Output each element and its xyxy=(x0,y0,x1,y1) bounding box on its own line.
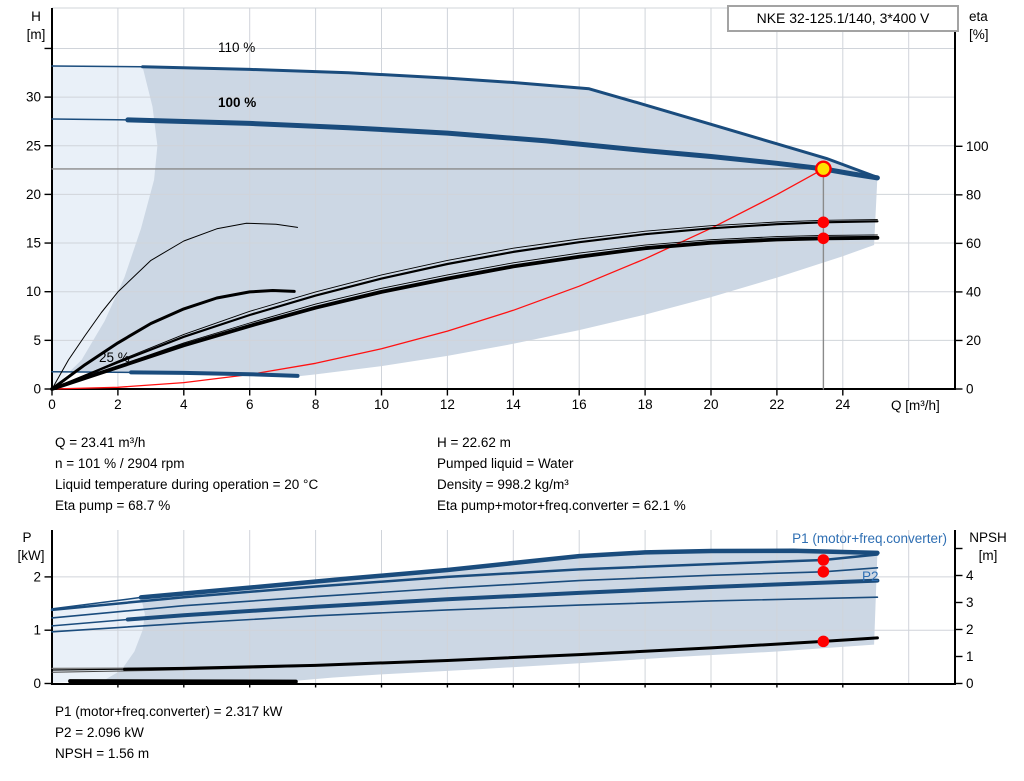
p1-100-curve-thin xyxy=(51,618,129,627)
eta-pump-25-curve xyxy=(51,222,298,390)
eta-pump-marker xyxy=(817,216,830,229)
result-p2: P2 = 2.096 kW xyxy=(55,725,144,740)
x-axis-tick-label: 14 xyxy=(506,397,522,412)
x-axis-tick-label: 24 xyxy=(835,397,851,412)
p-25-curve xyxy=(68,679,298,684)
q-axis-label: Q [m³/h] xyxy=(891,398,940,413)
p-axis-name: P xyxy=(22,530,31,545)
p2-curve xyxy=(51,566,879,619)
info-flow: Q = 23.41 m³/h xyxy=(55,435,146,450)
npsh-curve-thin xyxy=(51,668,126,671)
info-eta-total: Eta pump+motor+freq.converter = 62.1 % xyxy=(437,498,686,513)
pump-title-box: NKE 32-125.1/140, 3*400 V xyxy=(727,5,959,32)
top-chart-plot: 0 2 4 6 8 10 12 14 16 18 20 22 240510152025300204060… xyxy=(26,7,989,412)
left-axis-tick-label: 30 xyxy=(26,90,41,105)
left-axis-tick-label: 0 xyxy=(33,676,41,691)
x-axis-tick-label: 8 xyxy=(312,397,320,412)
p1-envelope-curve xyxy=(138,548,880,600)
speed-curve-100-thin xyxy=(51,118,129,121)
x-axis-tick-label: 10 xyxy=(374,397,389,412)
x-axis-tick-label: 0 xyxy=(48,397,56,412)
low-flow-region xyxy=(52,66,158,389)
p2-marker xyxy=(817,565,830,578)
right-axis-tick-label: 20 xyxy=(966,333,981,348)
low-flow-region xyxy=(52,597,145,683)
x-axis-tick-label: 20 xyxy=(703,397,718,412)
p1-curve-label: P1 (motor+freq.converter) xyxy=(792,531,947,546)
duty-info-left-column: Q = 23.41 m³/h n = 101 % / 2904 rpm Liqu… xyxy=(55,432,318,516)
left-axis-tick-label: 2 xyxy=(33,569,41,584)
right-axis-tick-label: 80 xyxy=(966,187,981,202)
info-liquid-temperature: Liquid temperature during operation = 20… xyxy=(55,477,319,492)
results-panel: P1 (motor+freq.converter) = 2.317 kW P2 … xyxy=(55,701,282,764)
npsh-curve xyxy=(123,636,879,671)
left-axis-tick-label: 25 xyxy=(26,138,41,153)
info-eta-pump: Eta pump = 68.7 % xyxy=(55,498,171,513)
speed-25-label: 25 % xyxy=(99,350,130,365)
eta-total-25-curve xyxy=(50,289,296,391)
eta-total-marker xyxy=(817,232,830,245)
left-axis-tick-label: 10 xyxy=(26,284,41,299)
info-pumped-liquid: Pumped liquid = Water xyxy=(437,456,574,471)
bottom-chart-plot: 0 1 2 0 1 2 3 4 xyxy=(33,530,974,691)
info-speed: n = 101 % / 2904 rpm xyxy=(55,456,185,471)
operating-envelope xyxy=(52,66,878,377)
eta-total-curve-alt xyxy=(51,234,878,390)
result-p1: P1 (motor+freq.converter) = 2.317 kW xyxy=(55,704,283,719)
left-axis-tick-label: 5 xyxy=(33,333,41,348)
speed-110-label: 110 % xyxy=(218,40,255,55)
result-npsh: NPSH = 1.56 m xyxy=(55,746,150,761)
speed-curve-110 xyxy=(141,65,879,179)
left-axis-tick-label: 20 xyxy=(26,187,41,202)
x-axis-tick-label: 16 xyxy=(572,397,587,412)
speed-curve-100 xyxy=(125,117,880,181)
eta-pump-curve-alt xyxy=(51,219,878,390)
p2-curve-label: P2 xyxy=(862,569,879,584)
p1-envelope-curve-thin xyxy=(51,596,142,610)
right-axis-tick-label: 1 xyxy=(966,649,974,664)
right-axis-tick-label: 4 xyxy=(966,568,974,583)
left-axis-tick-label: 15 xyxy=(26,236,41,251)
right-axis-tick-label: 60 xyxy=(966,236,981,251)
speed-curve-25 xyxy=(129,370,300,378)
top-chart-static-labels: H [m] eta [%] Q [m³/h] 110 % 100 % 25 % xyxy=(27,9,989,413)
speed-curve-110-thin xyxy=(51,65,144,68)
duty-info-right-column: H = 22.62 m Pumped liquid = Water Densit… xyxy=(437,432,686,516)
h-axis-name: H xyxy=(31,9,41,24)
right-axis-tick-label: 2 xyxy=(966,622,974,637)
npsh-axis-name: NPSH xyxy=(969,530,1007,545)
eta-pump-curve xyxy=(50,220,879,391)
info-head: H = 22.62 m xyxy=(437,435,511,450)
p1-curve xyxy=(50,553,879,612)
eta-total-curve xyxy=(50,235,880,391)
p-axis-unit: [kW] xyxy=(18,548,45,563)
npsh-axis-unit: [m] xyxy=(979,548,998,563)
p1-marker xyxy=(817,554,830,566)
speed-100-label: 100 % xyxy=(218,95,256,110)
right-axis-tick-label: 0 xyxy=(966,676,974,691)
x-axis-tick-label: 22 xyxy=(769,397,784,412)
left-axis-tick-label: 1 xyxy=(33,623,41,638)
eta-axis-unit: [%] xyxy=(969,27,989,42)
p2-100-curve xyxy=(51,596,879,633)
x-axis-tick-label: 2 xyxy=(114,397,122,412)
x-axis-tick-label: 4 xyxy=(180,397,188,412)
operating-point[interactable] xyxy=(814,160,832,178)
p1-100-curve xyxy=(125,578,880,622)
right-axis-tick-label: 40 xyxy=(966,284,981,299)
bottom-chart-static-labels: P [kW] NPSH [m] P1 (motor+freq.converter… xyxy=(18,530,1007,584)
info-density: Density = 998.2 kg/m³ xyxy=(437,477,569,492)
right-axis-tick-label: 0 xyxy=(966,382,974,397)
eta-axis-name: eta xyxy=(969,9,988,24)
right-axis-tick-label: 100 xyxy=(966,139,989,154)
left-axis-tick-label: 0 xyxy=(33,382,41,397)
npsh-marker xyxy=(817,635,830,648)
x-axis-tick-label: 18 xyxy=(638,397,653,412)
right-axis-tick-label: 3 xyxy=(966,595,974,610)
x-axis-tick-label: 6 xyxy=(246,397,254,412)
x-axis-tick-label: 12 xyxy=(440,397,455,412)
h-axis-unit: [m] xyxy=(27,27,46,42)
